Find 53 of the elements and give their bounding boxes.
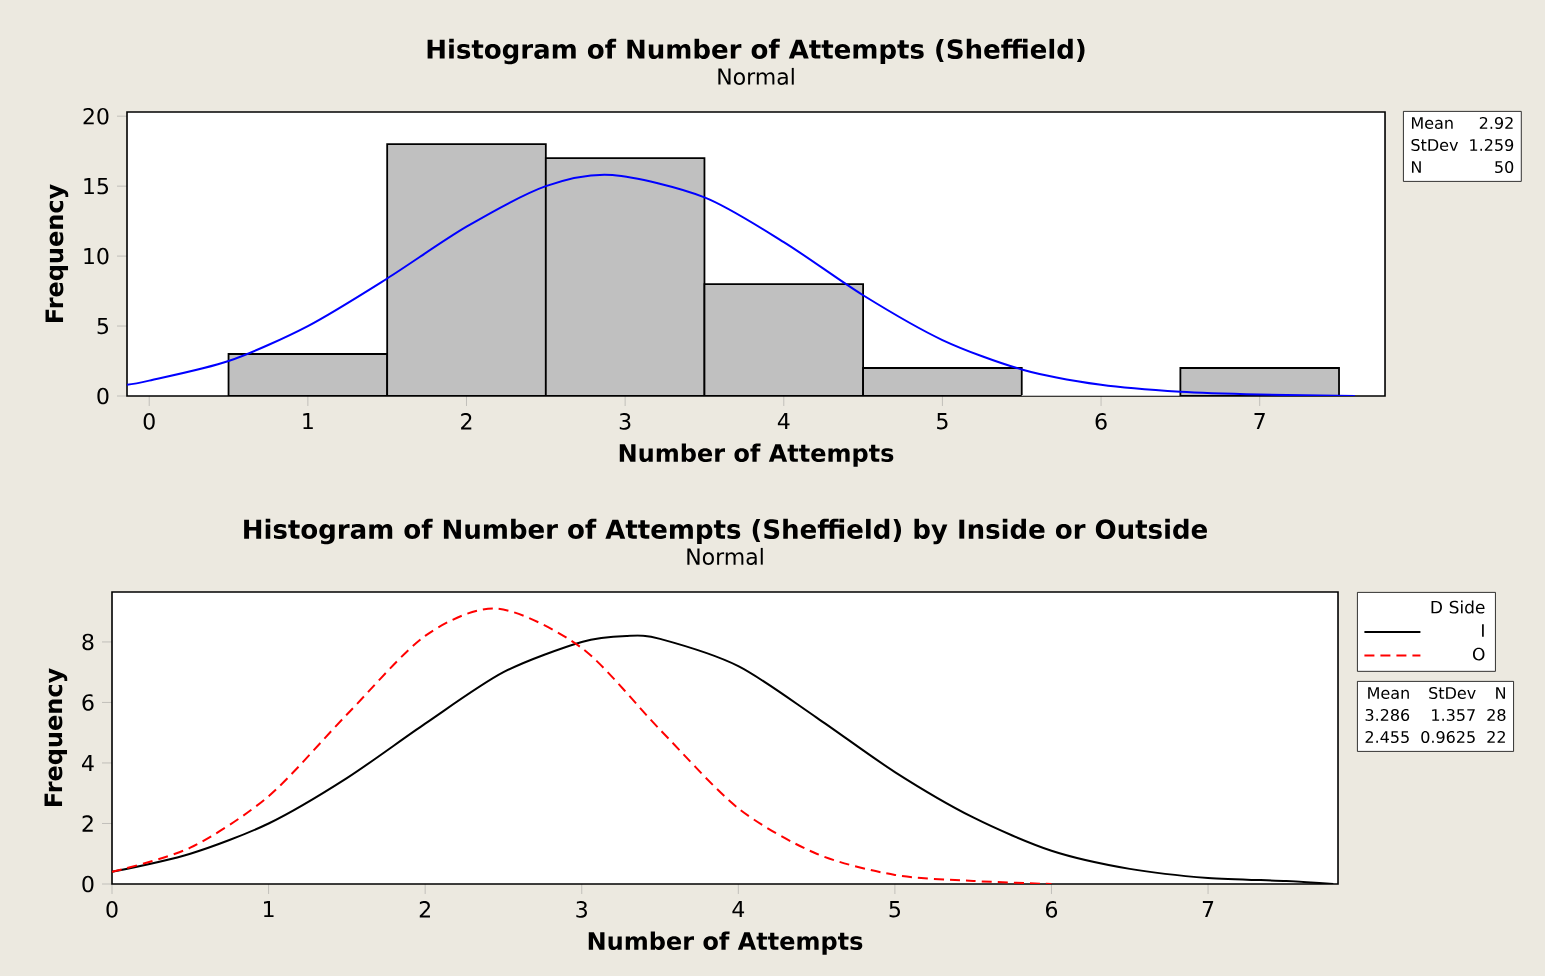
y-tick-label: 6 <box>82 694 94 711</box>
x-axis-title: Number of Attempts <box>619 443 894 467</box>
y-tick-label: 20 <box>83 107 109 125</box>
text: Mean <box>1368 687 1409 700</box>
text: 22 <box>1487 730 1505 743</box>
x-axis-title: Number of Attempts <box>588 931 863 955</box>
y-tick-label: 2 <box>82 815 93 832</box>
line-series <box>112 607 1053 884</box>
y-tick-label: 8 <box>82 633 94 651</box>
x-tick-label: 0 <box>143 413 155 430</box>
x-tick-label: 6 <box>1046 901 1058 918</box>
text: N <box>1411 161 1421 173</box>
x-tick-label: 7 <box>1254 413 1265 430</box>
x-tick-label: 3 <box>576 901 587 918</box>
x-tick-label: 1 <box>264 901 274 918</box>
text: 50 <box>1495 160 1514 174</box>
text: 3.286 <box>1365 708 1410 722</box>
x-tick-label: 6 <box>1095 413 1107 430</box>
x-tick-label: 1 <box>303 413 313 430</box>
text: 1.357 <box>1432 708 1475 722</box>
x-tick-label: 3 <box>619 413 631 430</box>
x-tick-label: 5 <box>937 413 948 430</box>
text: 0.9625 <box>1421 730 1475 744</box>
text: I <box>1482 624 1484 637</box>
x-tick-label: 4 <box>777 413 790 430</box>
text: 28 <box>1487 708 1506 722</box>
text: StDev <box>1411 138 1459 152</box>
chart-title: Histogram of Number of Attempts (Sheffield) by Inside or Outside <box>244 518 1207 545</box>
y-axis-title: Frequency <box>44 668 68 807</box>
text: N <box>1496 687 1505 699</box>
x-tick-label: 7 <box>1202 901 1214 918</box>
x-tick-label: 2 <box>461 413 472 430</box>
legend-title: D Side <box>1431 600 1485 614</box>
text: 2.92 <box>1479 116 1513 130</box>
y-tick-label: 0 <box>97 387 109 405</box>
x-tick-label: 4 <box>732 901 745 918</box>
y-tick-label: 4 <box>82 754 94 771</box>
y-tick-label: 5 <box>97 317 109 335</box>
y-tick-label: 15 <box>84 177 109 195</box>
text: StDev <box>1429 686 1476 700</box>
x-tick-label: 5 <box>889 901 900 918</box>
text: O <box>1472 647 1485 661</box>
chart-subtitle: Normal <box>718 67 794 85</box>
y-tick-label: 10 <box>84 247 109 265</box>
text: Mean <box>1411 117 1453 130</box>
x-tick-label: 2 <box>419 901 430 918</box>
chart-title: Histogram of Number of Attempts (Sheffield) <box>427 38 1085 65</box>
chart-subtitle: Normal <box>687 547 763 565</box>
text: 2.455 <box>1365 730 1409 744</box>
y-tick-label: 0 <box>82 875 94 893</box>
text: 1.259 <box>1470 138 1514 152</box>
y-axis-title: Frequency <box>45 184 69 323</box>
line-series <box>127 173 1356 396</box>
